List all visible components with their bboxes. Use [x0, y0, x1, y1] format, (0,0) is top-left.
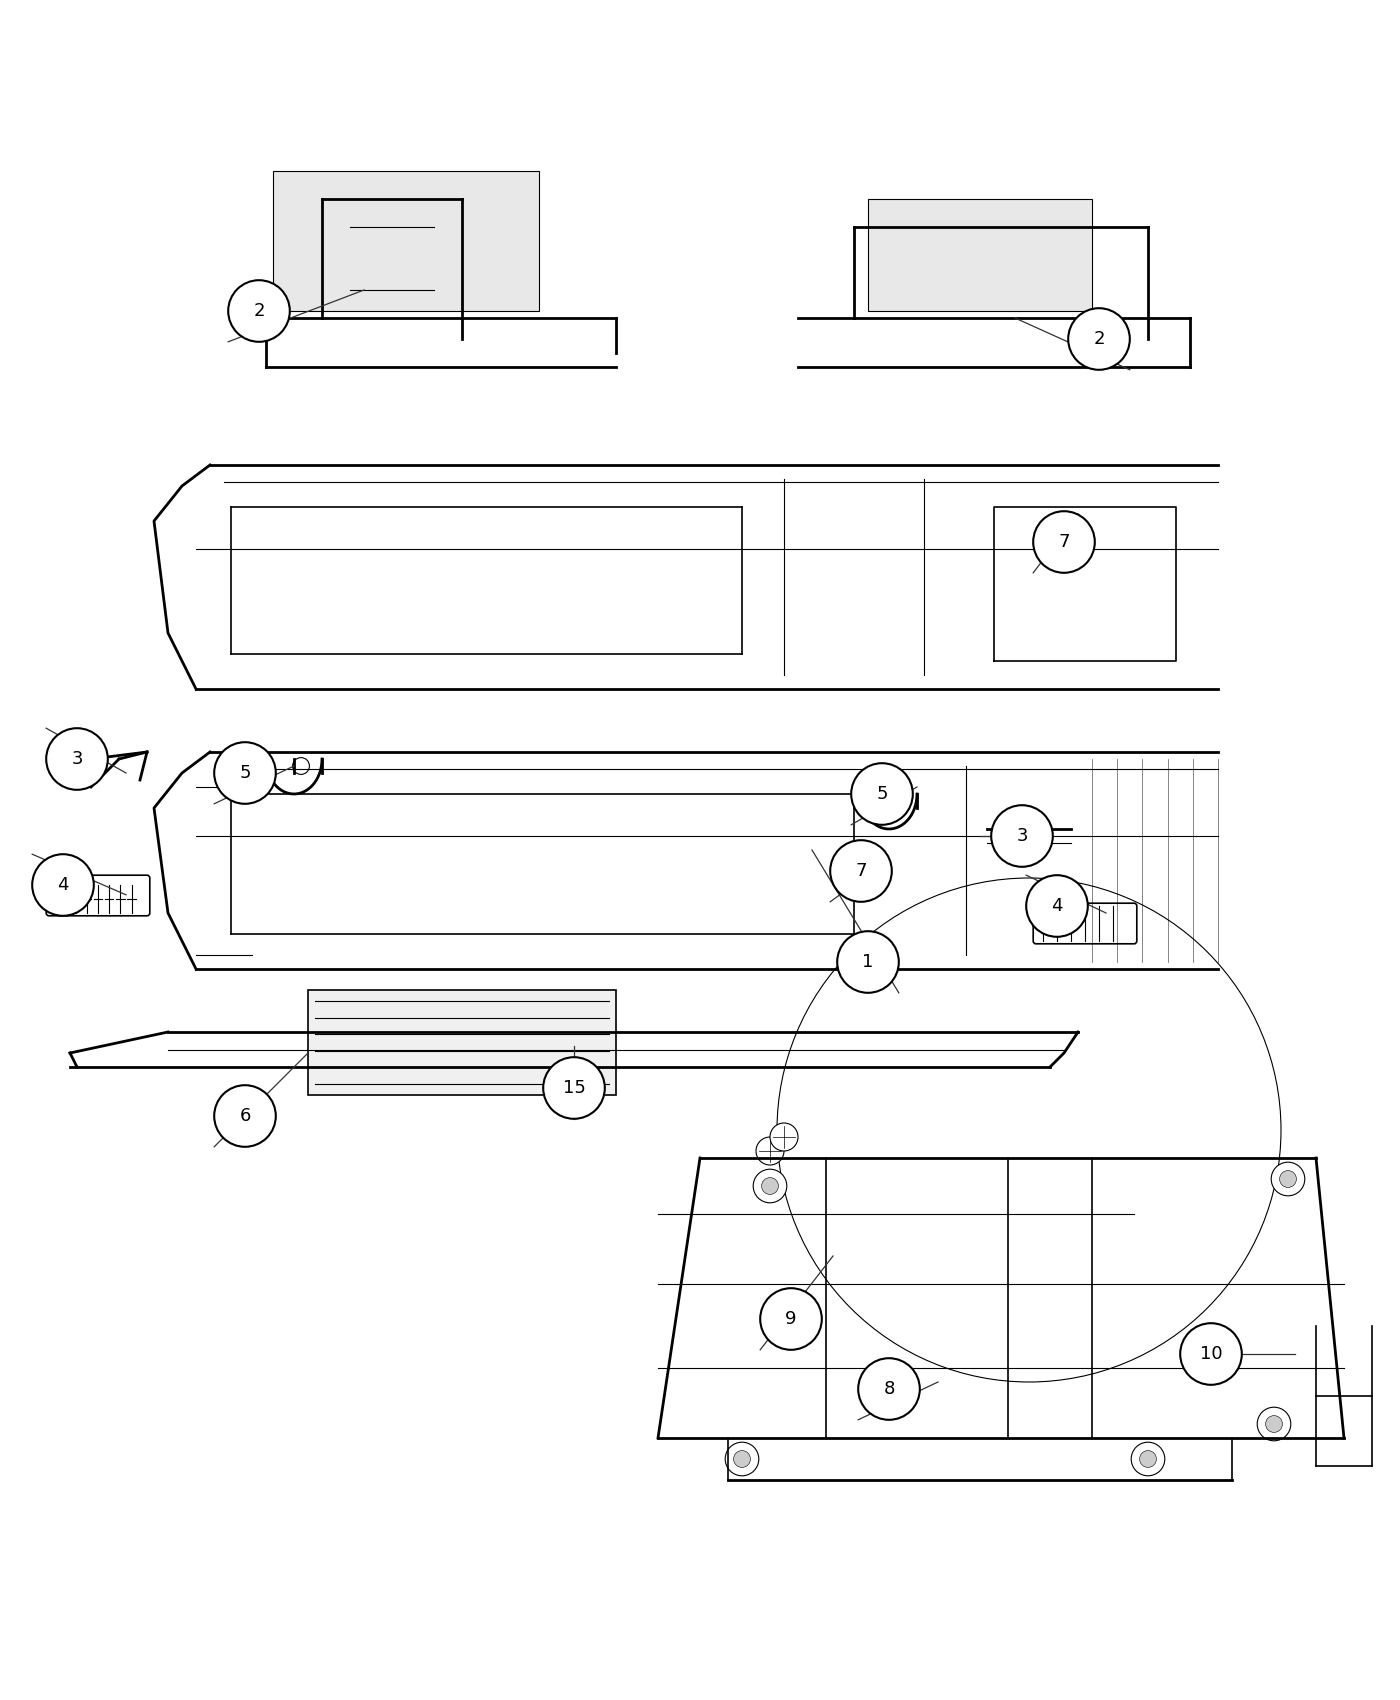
FancyBboxPatch shape	[273, 172, 539, 311]
Text: 10: 10	[1200, 1345, 1222, 1363]
Text: 2: 2	[1093, 330, 1105, 348]
Circle shape	[734, 1450, 750, 1467]
Circle shape	[1257, 1408, 1291, 1442]
Circle shape	[1140, 1450, 1156, 1467]
Circle shape	[543, 1057, 605, 1119]
Text: 7: 7	[1058, 534, 1070, 551]
FancyBboxPatch shape	[868, 199, 1092, 311]
Circle shape	[1033, 512, 1095, 573]
Text: 2: 2	[253, 303, 265, 320]
Circle shape	[837, 932, 899, 993]
Circle shape	[851, 763, 913, 824]
Text: 1: 1	[862, 954, 874, 971]
Circle shape	[760, 1289, 822, 1350]
Text: 6: 6	[239, 1107, 251, 1125]
Circle shape	[1280, 1171, 1296, 1187]
Circle shape	[1068, 308, 1130, 371]
Text: 4: 4	[57, 876, 69, 894]
Circle shape	[830, 840, 892, 901]
Circle shape	[1271, 1163, 1305, 1195]
Circle shape	[762, 1178, 778, 1195]
Circle shape	[756, 1137, 784, 1164]
Text: 4: 4	[1051, 898, 1063, 915]
Text: 15: 15	[563, 1080, 585, 1096]
Text: 5: 5	[239, 763, 251, 782]
Text: 3: 3	[1016, 826, 1028, 845]
Circle shape	[214, 743, 276, 804]
Text: 5: 5	[876, 785, 888, 802]
Circle shape	[228, 280, 290, 342]
Circle shape	[1266, 1416, 1282, 1433]
Circle shape	[770, 1124, 798, 1151]
Circle shape	[858, 1358, 920, 1420]
Circle shape	[725, 1442, 759, 1476]
Text: 9: 9	[785, 1311, 797, 1328]
Circle shape	[991, 806, 1053, 867]
Circle shape	[214, 1085, 276, 1148]
Circle shape	[1180, 1323, 1242, 1386]
Text: 8: 8	[883, 1380, 895, 1397]
Circle shape	[1026, 876, 1088, 937]
Circle shape	[32, 853, 94, 916]
Text: 3: 3	[71, 750, 83, 768]
Circle shape	[46, 728, 108, 791]
Bar	[308, 989, 616, 1095]
Text: 7: 7	[855, 862, 867, 881]
Circle shape	[753, 1170, 787, 1204]
Circle shape	[1131, 1442, 1165, 1476]
Circle shape	[293, 758, 309, 775]
